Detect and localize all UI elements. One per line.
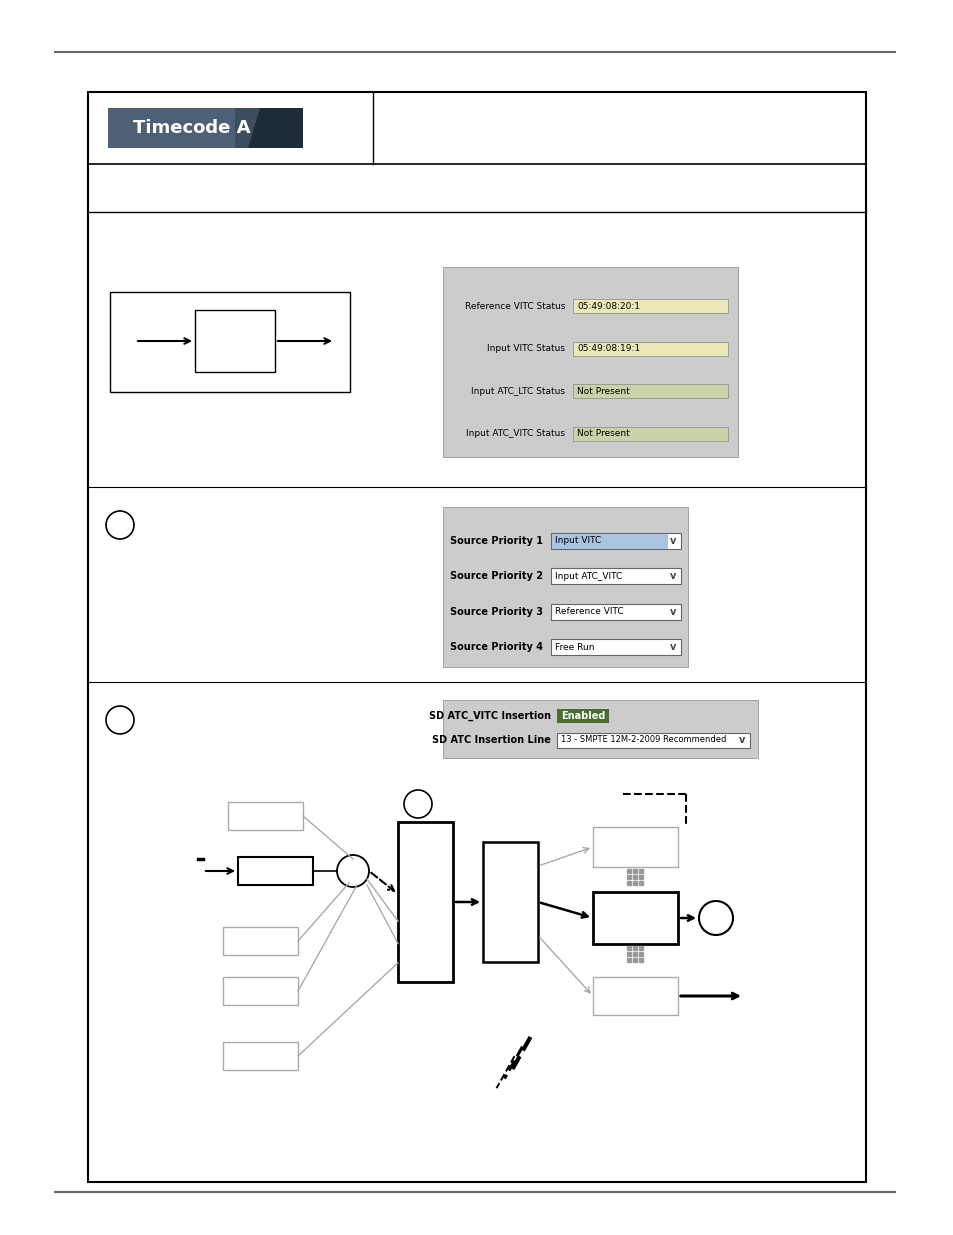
Text: Input VITC: Input VITC [555, 536, 600, 545]
Bar [88, 91, 865, 1182]
Circle shape [403, 790, 432, 818]
Text: v: v [669, 536, 676, 546]
Text: SD ATC_VITC Insertion: SD ATC_VITC Insertion [429, 711, 551, 721]
Text: v: v [738, 735, 744, 745]
Bar [442, 700, 758, 758]
Bar [223, 977, 297, 1005]
Bar [593, 892, 678, 944]
Bar [557, 709, 608, 722]
Circle shape [106, 511, 133, 538]
Text: Source Priority 3: Source Priority 3 [450, 606, 542, 616]
Polygon shape [248, 107, 303, 148]
Bar [552, 534, 667, 548]
Text: 05:49:08:19:1: 05:49:08:19:1 [577, 345, 639, 353]
Circle shape [336, 855, 369, 887]
Text: v: v [669, 572, 676, 582]
Bar [557, 732, 749, 747]
Circle shape [106, 706, 133, 734]
Text: Not Present: Not Present [577, 430, 629, 438]
Text: Not Present: Not Present [577, 387, 629, 395]
Bar [108, 107, 303, 148]
Bar [442, 267, 738, 457]
Bar [551, 640, 680, 656]
Text: Source Priority 2: Source Priority 2 [450, 572, 542, 582]
Bar [108, 107, 234, 148]
Bar [551, 604, 680, 620]
Text: Input ATC_VITC: Input ATC_VITC [555, 572, 621, 580]
Text: Input VITC Status: Input VITC Status [486, 345, 564, 353]
Bar [573, 299, 727, 314]
Text: Source Priority 1: Source Priority 1 [450, 536, 542, 546]
Bar [237, 857, 313, 885]
Bar [573, 384, 727, 398]
Bar [482, 842, 537, 962]
Text: Enabled: Enabled [560, 711, 604, 721]
Text: SD ATC Insertion Line: SD ATC Insertion Line [432, 735, 551, 745]
Text: v: v [669, 606, 676, 616]
Bar [573, 342, 727, 356]
Text: 13 - SMPTE 12M-2-2009 Recommended: 13 - SMPTE 12M-2-2009 Recommended [560, 736, 725, 745]
Circle shape [699, 902, 732, 935]
Bar [551, 532, 680, 548]
Bar [397, 823, 453, 982]
Text: Input ATC_LTC Status: Input ATC_LTC Status [471, 387, 564, 395]
Bar [223, 1042, 297, 1070]
Bar [228, 802, 303, 830]
Text: Input ATC_VITC Status: Input ATC_VITC Status [465, 430, 564, 438]
Bar [573, 427, 727, 441]
Bar [110, 291, 350, 391]
Bar [223, 927, 297, 955]
Text: Free Run: Free Run [555, 642, 594, 652]
Text: Reference VITC: Reference VITC [555, 608, 623, 616]
Bar [442, 508, 687, 667]
Text: Source Priority 4: Source Priority 4 [450, 642, 542, 652]
Bar [194, 310, 274, 372]
Text: v: v [669, 642, 676, 652]
Text: Reference VITC Status: Reference VITC Status [464, 301, 564, 311]
Bar [551, 568, 680, 584]
Text: 05:49:08:20:1: 05:49:08:20:1 [577, 301, 639, 311]
Bar [593, 977, 678, 1015]
Bar [593, 827, 678, 867]
Text: Timecode A: Timecode A [133, 119, 251, 137]
